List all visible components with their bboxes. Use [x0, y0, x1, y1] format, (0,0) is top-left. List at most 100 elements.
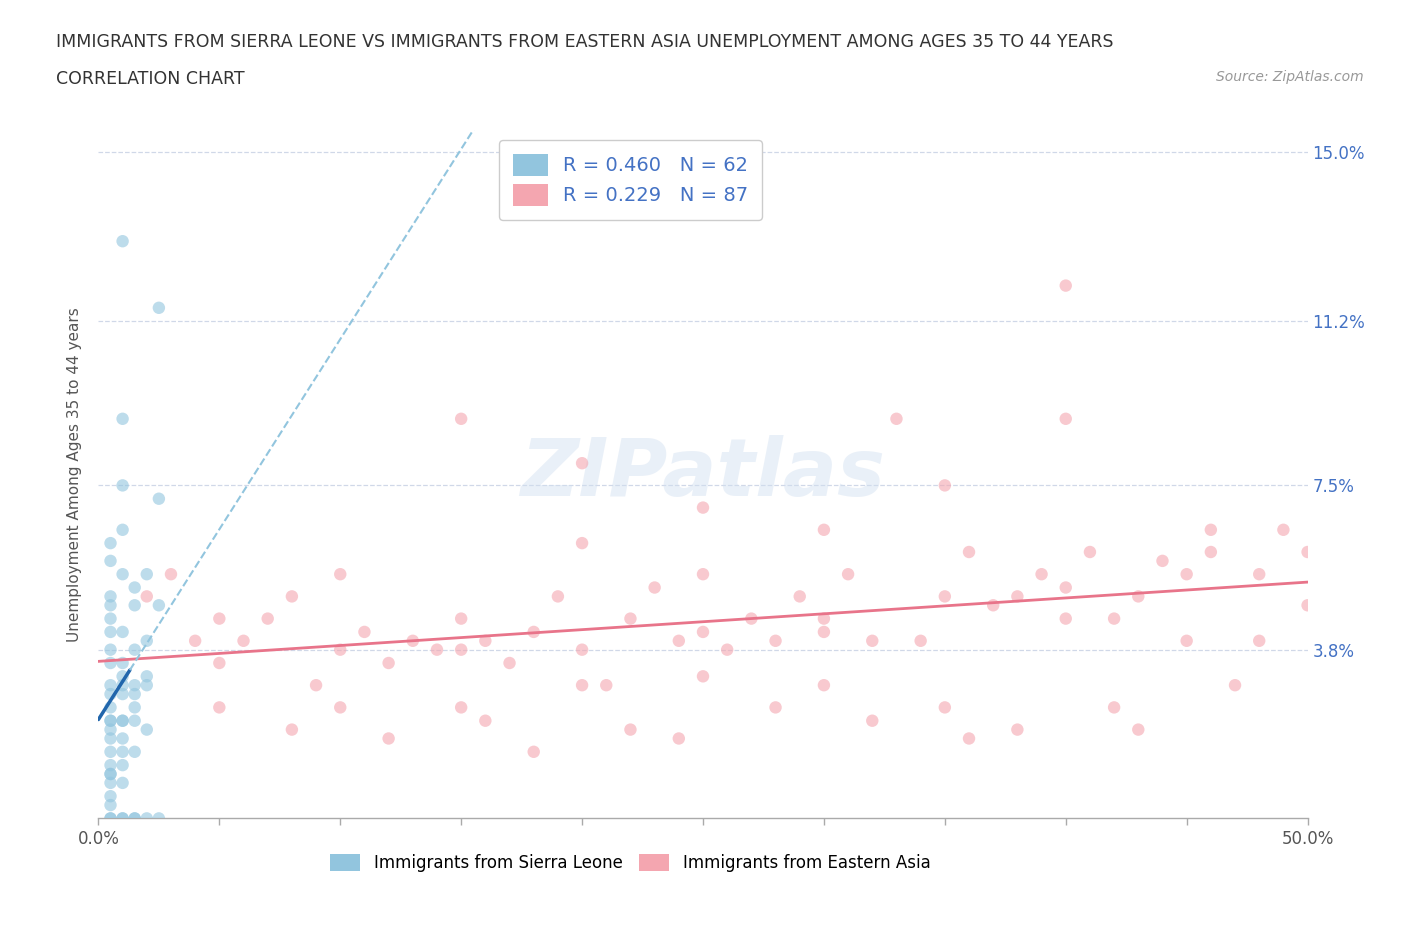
Point	[595, 678, 617, 693]
Point	[111, 811, 134, 826]
Point	[100, 678, 122, 693]
Point	[305, 678, 328, 693]
Point	[523, 744, 546, 759]
Point	[111, 731, 134, 746]
Point	[100, 536, 122, 551]
Point	[813, 678, 835, 693]
Point	[668, 731, 690, 746]
Point	[1199, 545, 1222, 560]
Point	[148, 300, 170, 315]
Point	[208, 700, 231, 715]
Point	[100, 686, 122, 701]
Point	[232, 633, 254, 648]
Point	[111, 523, 134, 538]
Point	[111, 686, 134, 701]
Point	[402, 633, 425, 648]
Point	[765, 700, 787, 715]
Point	[100, 589, 122, 604]
Point	[1199, 523, 1222, 538]
Point	[1031, 566, 1053, 581]
Point	[353, 624, 375, 639]
Point	[208, 611, 231, 626]
Point	[1249, 566, 1271, 581]
Point	[111, 678, 134, 693]
Point	[1175, 566, 1198, 581]
Point	[111, 713, 134, 728]
Point	[111, 656, 134, 671]
Point	[100, 553, 122, 568]
Point	[100, 798, 122, 813]
Point	[644, 580, 666, 595]
Point	[1175, 633, 1198, 648]
Point	[100, 713, 122, 728]
Point	[450, 611, 472, 626]
Point	[100, 811, 122, 826]
Point	[111, 744, 134, 759]
Point	[523, 624, 546, 639]
Point	[789, 589, 811, 604]
Point	[100, 643, 122, 658]
Point	[124, 744, 146, 759]
Point	[1152, 553, 1174, 568]
Point	[692, 624, 714, 639]
Point	[329, 700, 352, 715]
Point	[1054, 611, 1077, 626]
Point	[934, 700, 956, 715]
Point	[1078, 545, 1101, 560]
Point	[571, 536, 593, 551]
Point	[111, 624, 134, 639]
Point	[135, 633, 157, 648]
Point	[547, 589, 569, 604]
Point	[281, 723, 304, 737]
Point	[934, 589, 956, 604]
Point	[148, 598, 170, 613]
Point	[426, 643, 449, 658]
Point	[474, 713, 496, 728]
Y-axis label: Unemployment Among Ages 35 to 44 years: Unemployment Among Ages 35 to 44 years	[67, 307, 83, 642]
Point	[450, 700, 472, 715]
Point	[1128, 723, 1150, 737]
Point	[100, 789, 122, 804]
Point	[377, 731, 399, 746]
Point	[619, 611, 641, 626]
Point	[1054, 580, 1077, 595]
Point	[124, 713, 146, 728]
Point	[100, 624, 122, 639]
Point	[148, 811, 170, 826]
Point	[148, 491, 170, 506]
Point	[111, 713, 134, 728]
Point	[124, 700, 146, 715]
Point	[111, 411, 134, 426]
Point	[124, 678, 146, 693]
Point	[1296, 598, 1319, 613]
Point	[124, 643, 146, 658]
Text: IMMIGRANTS FROM SIERRA LEONE VS IMMIGRANTS FROM EASTERN ASIA UNEMPLOYMENT AMONG : IMMIGRANTS FROM SIERRA LEONE VS IMMIGRAN…	[56, 33, 1114, 50]
Point	[571, 456, 593, 471]
Point	[740, 611, 762, 626]
Point	[1007, 723, 1029, 737]
Point	[765, 633, 787, 648]
Point	[100, 731, 122, 746]
Point	[135, 566, 157, 581]
Point	[957, 545, 980, 560]
Point	[281, 589, 304, 604]
Point	[716, 643, 738, 658]
Point	[100, 766, 122, 781]
Point	[860, 633, 883, 648]
Point	[100, 611, 122, 626]
Point	[124, 598, 146, 613]
Point	[100, 713, 122, 728]
Point	[886, 411, 908, 426]
Legend: Immigrants from Sierra Leone, Immigrants from Eastern Asia: Immigrants from Sierra Leone, Immigrants…	[323, 847, 936, 879]
Point	[135, 723, 157, 737]
Point	[111, 811, 134, 826]
Point	[100, 766, 122, 781]
Text: CORRELATION CHART: CORRELATION CHART	[56, 70, 245, 87]
Point	[111, 776, 134, 790]
Point	[135, 811, 157, 826]
Point	[1102, 700, 1125, 715]
Point	[813, 523, 835, 538]
Point	[498, 656, 520, 671]
Point	[100, 744, 122, 759]
Point	[981, 598, 1004, 613]
